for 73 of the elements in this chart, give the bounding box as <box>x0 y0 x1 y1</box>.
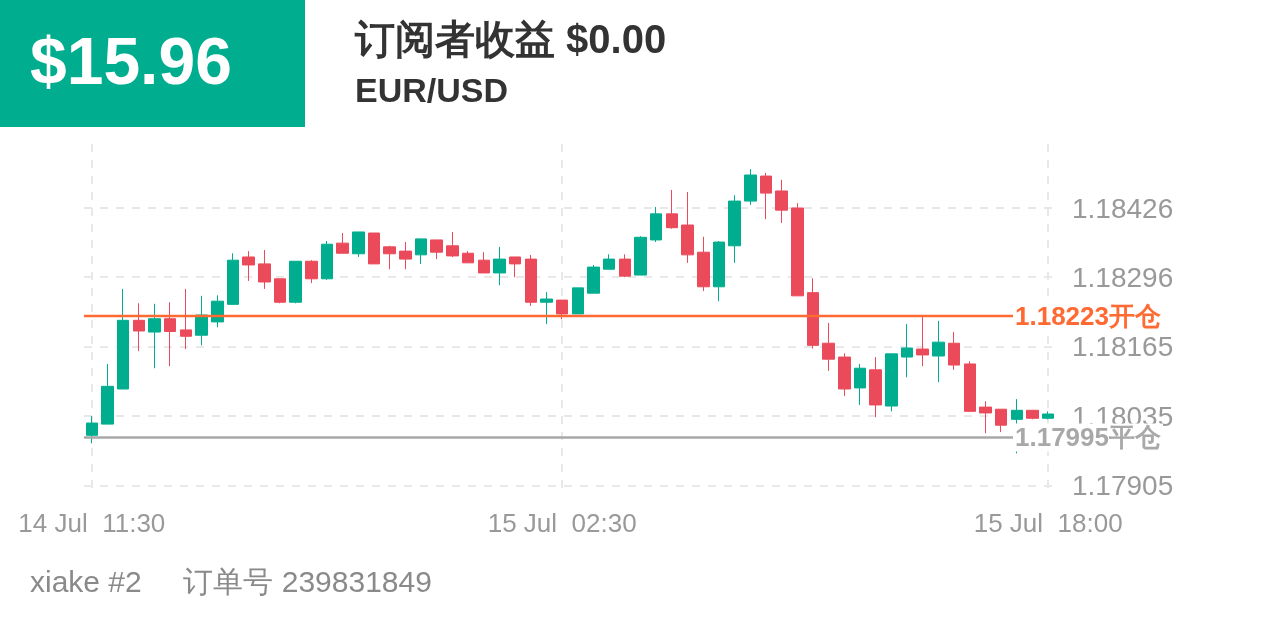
candlestick <box>728 194 741 264</box>
chart-title: 订阅者收益 $0.00 <box>354 17 667 61</box>
y-tick-label: 1.18426 <box>1072 192 1174 224</box>
candlestick <box>399 241 412 270</box>
candlestick <box>289 260 302 304</box>
candlestick <box>86 415 98 444</box>
candlestick <box>775 179 788 224</box>
candlestick <box>964 360 976 412</box>
candlestick <box>744 168 757 206</box>
x-tick-label: 14 Jul 11:30 <box>18 508 166 538</box>
candlestick <box>901 323 913 378</box>
candlestick <box>195 295 208 346</box>
candlestick <box>305 259 318 284</box>
candlestick <box>979 400 992 434</box>
candlestick <box>587 264 600 294</box>
y-tick-label: 1.18165 <box>1072 331 1174 363</box>
candlestick <box>1042 410 1054 420</box>
y-tick-label: 1.18296 <box>1072 261 1174 293</box>
ref-line-label: 1.18223开仓 <box>1015 301 1161 332</box>
candlestick <box>148 303 161 369</box>
candlestick <box>368 232 380 265</box>
candlestick <box>227 252 239 305</box>
candlestick <box>509 256 521 278</box>
candlestick <box>462 250 474 264</box>
candlestick <box>760 172 772 220</box>
x-tick-label: 15 Jul 18:00 <box>973 508 1123 538</box>
candlestick <box>885 353 898 412</box>
candlestick <box>321 240 333 281</box>
candlestick <box>838 352 851 397</box>
candlestick <box>995 408 1007 433</box>
candlestick <box>666 189 678 230</box>
y-tick-label: 1.17905 <box>1072 469 1174 501</box>
candlestick <box>932 320 945 383</box>
candlestick <box>211 294 224 328</box>
candlestick <box>430 239 443 260</box>
candlestick <box>540 291 553 325</box>
candlestick <box>1026 409 1039 420</box>
candlestick <box>681 191 694 264</box>
candlestick <box>336 232 349 254</box>
chart-subtitle: EUR/USD <box>355 71 509 109</box>
candlestick <box>478 251 490 274</box>
candlestick <box>383 245 396 270</box>
candlestick <box>101 363 114 425</box>
candlestick <box>791 202 804 297</box>
candlestick <box>493 246 506 286</box>
candlestick <box>180 288 192 350</box>
candlestick <box>415 238 427 265</box>
candlestick <box>556 299 568 320</box>
candlestick <box>446 231 459 258</box>
candlestick <box>525 254 537 307</box>
text: xiake #2 订单号 239831849 <box>30 564 432 598</box>
candlestick <box>164 301 176 367</box>
candlestick <box>572 287 584 315</box>
candlestick <box>948 331 960 371</box>
candlestick <box>117 288 129 390</box>
candlestick <box>713 240 725 302</box>
candlestick <box>869 356 882 418</box>
candlestick <box>242 250 255 282</box>
candlestick <box>352 231 365 258</box>
candlestick <box>697 236 710 292</box>
candlestick <box>916 314 929 367</box>
candlestick <box>603 253 615 270</box>
x-tick-label: 15 Jul 02:30 <box>487 508 637 538</box>
candlestick <box>650 206 662 243</box>
candlestick <box>854 363 866 406</box>
candlestick <box>634 235 647 276</box>
text: $15.96 <box>30 24 232 98</box>
candlestick <box>133 302 145 352</box>
candlestick <box>807 277 819 350</box>
candlestick <box>619 253 631 278</box>
candlestick <box>822 322 835 372</box>
candlestick <box>274 278 286 304</box>
candlestick <box>258 249 271 290</box>
